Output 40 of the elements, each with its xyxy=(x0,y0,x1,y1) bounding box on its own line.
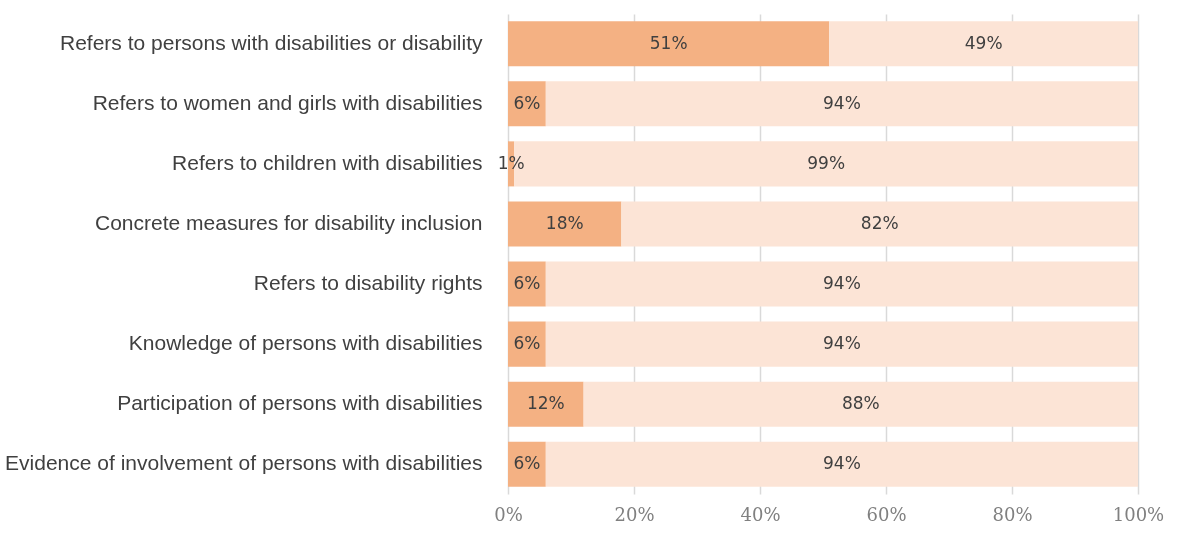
x-tick-label: 20% xyxy=(614,503,655,525)
data-label: 6% xyxy=(513,273,541,294)
bar xyxy=(621,201,1138,247)
data-label: 88% xyxy=(841,393,880,414)
y-tick-label: Refers to persons with disabilities or disability xyxy=(59,30,483,54)
data-label: 94% xyxy=(823,453,861,474)
data-label: 94% xyxy=(823,92,861,113)
y-tick-label: Refers to women and girls with disabilities xyxy=(92,90,483,114)
data-label: 6% xyxy=(513,92,541,113)
bar xyxy=(545,321,1138,367)
x-tick-label: 0% xyxy=(494,503,523,525)
bar xyxy=(545,261,1138,307)
data-label: 12% xyxy=(526,393,565,414)
y-tick-label: Concrete measures for disability inclusion xyxy=(94,210,483,234)
y-tick-label: Knowledge of persons with disabilities xyxy=(128,331,483,355)
data-label: 94% xyxy=(823,273,861,294)
data-label: 6% xyxy=(513,333,541,354)
data-label: 99% xyxy=(807,152,846,173)
x-tick-label: 80% xyxy=(992,503,1033,525)
bar xyxy=(508,201,622,247)
y-tick-label: Refers to children with disabilities xyxy=(172,150,483,174)
bar xyxy=(545,441,1138,487)
data-label: 51% xyxy=(649,32,688,53)
data-label: 49% xyxy=(964,32,1003,53)
x-tick-label: 100% xyxy=(1112,503,1165,525)
data-label: 1% xyxy=(497,152,525,173)
bar xyxy=(508,381,584,427)
y-tick-label: Refers to disability rights xyxy=(253,271,483,295)
y-tick-label: Participation of persons with disabilities xyxy=(117,391,483,415)
data-label: 6% xyxy=(513,453,541,474)
bar xyxy=(829,21,1138,67)
data-label: 82% xyxy=(860,212,899,233)
y-tick-label: Evidence of involvement of persons with disabilities xyxy=(5,451,483,475)
x-tick-label: 40% xyxy=(740,503,781,525)
bar xyxy=(583,381,1138,427)
bar xyxy=(545,81,1138,127)
data-label: 18% xyxy=(545,212,584,233)
data-label: 94% xyxy=(823,333,861,354)
bar xyxy=(508,21,830,67)
x-tick-label: 60% xyxy=(866,503,907,525)
